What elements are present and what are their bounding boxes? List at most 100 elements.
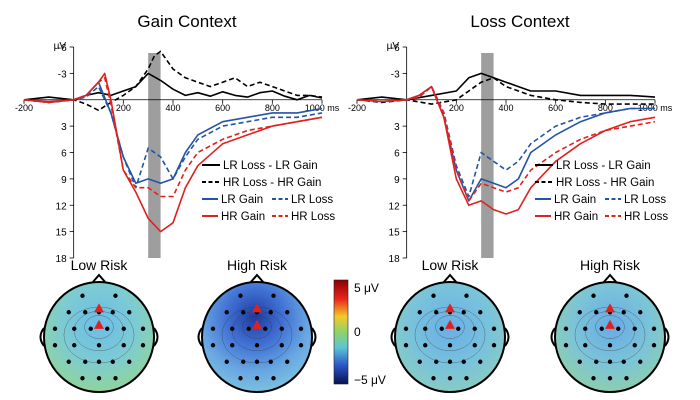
gain-context-chart: -6 -3 3 6 9 12 15 18 μV -200 200 400 600 800 1000 ms LR… — [15, 41, 340, 265]
y-tick-label: 3 — [61, 122, 67, 133]
electrode — [113, 293, 118, 298]
electrode — [66, 310, 71, 315]
electrode — [254, 343, 260, 348]
electrode — [456, 326, 461, 331]
electrode — [121, 326, 126, 331]
electrode — [279, 326, 284, 331]
x-tick-label: 800 — [598, 103, 613, 113]
legend: LR Loss - LR Gain HR Loss - HR Gain LR Gai… — [535, 160, 668, 223]
scalp-map — [394, 281, 506, 393]
series-line — [356, 85, 656, 215]
scalp-map — [43, 281, 155, 393]
electrode — [434, 310, 439, 315]
ear-right — [311, 327, 317, 347]
series-line — [23, 72, 323, 233]
y-tick-label: 3 — [394, 122, 400, 133]
electrode — [447, 359, 453, 364]
ear-left — [39, 327, 45, 347]
electrode — [83, 310, 88, 315]
y-unit-label: μV — [54, 41, 67, 52]
topomap-label-gain-high-risk: High Risk — [227, 257, 288, 273]
topomap-label-loss-low-risk: Low Risk — [422, 257, 480, 273]
contour-line — [595, 315, 625, 339]
selected-electrode-marker — [605, 319, 615, 329]
gain-context-title: Gain Context — [137, 12, 236, 31]
scalp-map — [554, 281, 666, 393]
electrode — [594, 310, 599, 315]
y-tick-label: -3 — [391, 69, 400, 80]
electrode — [254, 359, 260, 364]
electrode — [268, 310, 273, 315]
legend-label: LR Gain — [554, 194, 596, 206]
electrode — [224, 359, 229, 364]
nose — [91, 273, 107, 284]
electrode — [52, 343, 58, 348]
electrode — [563, 326, 569, 331]
legend-label: HR Loss - HR Gain — [223, 177, 321, 189]
topomap-label-gain-low-risk: Low Risk — [71, 257, 129, 273]
topomap — [390, 273, 510, 393]
electrode — [224, 310, 229, 315]
electrode — [563, 343, 569, 348]
electrode — [491, 326, 497, 331]
electrode — [88, 326, 93, 331]
electrode — [417, 359, 422, 364]
electrode — [447, 343, 453, 348]
selected-electrode-marker — [94, 303, 104, 313]
series-line — [23, 50, 323, 112]
electrode — [279, 343, 284, 348]
y-tick-label: 6 — [61, 149, 67, 160]
legend-label: LR Loss — [291, 194, 333, 206]
x-tick-label: 200 — [116, 103, 131, 113]
topomap-label-loss-high-risk: High Risk — [580, 257, 641, 273]
legend-label: HR Loss - HR Gain — [556, 177, 654, 189]
series-line — [356, 85, 656, 202]
y-tick-label: 6 — [394, 149, 400, 160]
electrode — [638, 310, 643, 315]
topomap — [39, 273, 159, 393]
electrode — [624, 376, 629, 381]
electrode — [238, 376, 243, 381]
legend-label: HR Loss — [624, 211, 668, 223]
x-tick-label: 1000 ms — [638, 103, 673, 113]
electrode — [594, 359, 599, 364]
electrode — [127, 310, 132, 315]
electrode — [72, 343, 77, 348]
electrode — [72, 326, 77, 331]
colorbar-tick-zero: 0 — [354, 325, 361, 339]
electrode — [607, 376, 613, 381]
selected-electrode-marker — [445, 303, 455, 313]
selected-electrode-marker — [252, 303, 262, 313]
electrode — [66, 359, 71, 364]
electrode — [80, 293, 85, 298]
x-tick-label: 600 — [548, 103, 563, 113]
electrode — [298, 343, 304, 348]
colorbar-tick-min: −5 μV — [354, 373, 386, 387]
electrode — [121, 343, 126, 348]
electrode — [110, 310, 115, 315]
electrode — [591, 376, 596, 381]
ear-left — [197, 327, 203, 347]
y-tick-label: 12 — [389, 201, 401, 212]
series-line — [23, 85, 323, 189]
selected-electrode-marker — [94, 319, 104, 329]
electrode — [271, 376, 276, 381]
electrode — [140, 326, 146, 331]
legend-label: HR Loss — [291, 211, 335, 223]
electrode — [113, 376, 118, 381]
y-tick-label: 15 — [389, 228, 401, 239]
electrode — [461, 359, 466, 364]
electrode — [96, 359, 102, 364]
electrode — [127, 359, 132, 364]
y-unit-label: μV — [387, 41, 400, 52]
ear-right — [664, 327, 670, 347]
electrode — [607, 359, 613, 364]
electrode — [447, 376, 453, 381]
legend-label: HR Gain — [221, 211, 265, 223]
colorbar — [333, 279, 349, 385]
electrode — [140, 343, 146, 348]
topomaps — [39, 273, 670, 393]
analysis-window — [148, 53, 161, 258]
electrode — [417, 310, 422, 315]
